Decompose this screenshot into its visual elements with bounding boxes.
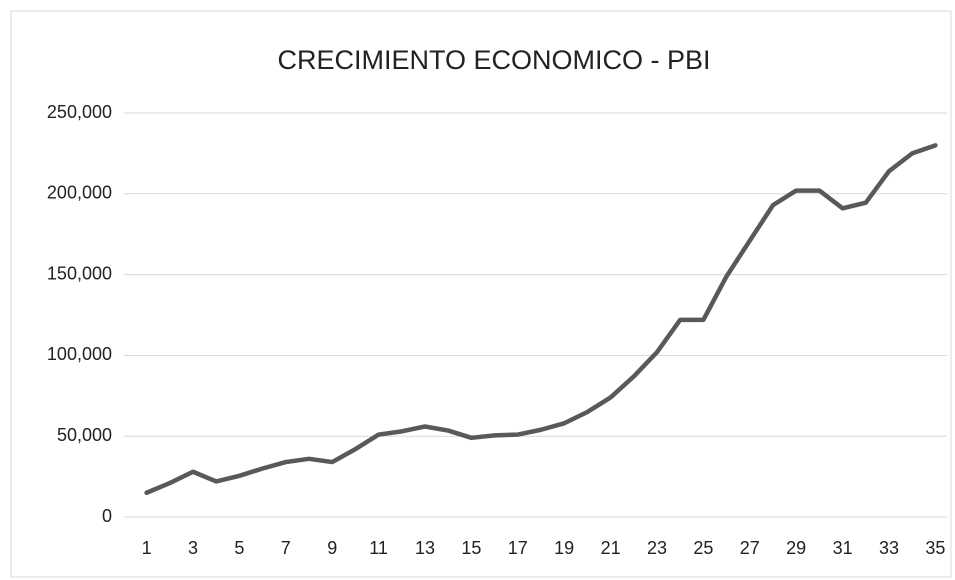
x-tick-label: 33 — [879, 538, 899, 558]
y-tick-label: 200,000 — [47, 183, 112, 203]
x-tick-label: 11 — [369, 538, 388, 558]
x-tick-label: 15 — [461, 538, 481, 558]
y-tick-label: 0 — [102, 506, 112, 526]
y-tick-label: 150,000 — [47, 263, 112, 283]
x-tick-label: 7 — [281, 538, 291, 558]
chart-title: CRECIMIENTO ECONOMICO - PBI — [277, 45, 710, 75]
x-tick-label: 25 — [693, 538, 713, 558]
x-tick-label: 1 — [142, 538, 152, 558]
x-tick-label: 17 — [508, 538, 528, 558]
x-tick-label: 3 — [188, 538, 198, 558]
x-tick-label: 35 — [925, 538, 945, 558]
x-tick-label: 13 — [415, 538, 435, 558]
x-tick-label: 21 — [601, 538, 621, 558]
x-tick-label: 5 — [234, 538, 244, 558]
x-tick-label: 27 — [740, 538, 760, 558]
x-tick-label: 9 — [327, 538, 337, 558]
x-tick-label: 31 — [833, 538, 853, 558]
y-tick-label: 100,000 — [47, 344, 112, 364]
data-line — [144, 143, 938, 496]
x-tick-label: 23 — [647, 538, 667, 558]
x-tick-label: 29 — [786, 538, 806, 558]
y-tick-label: 50,000 — [57, 425, 112, 445]
y-tick-label: 250,000 — [47, 102, 112, 122]
x-tick-label: 19 — [554, 538, 574, 558]
